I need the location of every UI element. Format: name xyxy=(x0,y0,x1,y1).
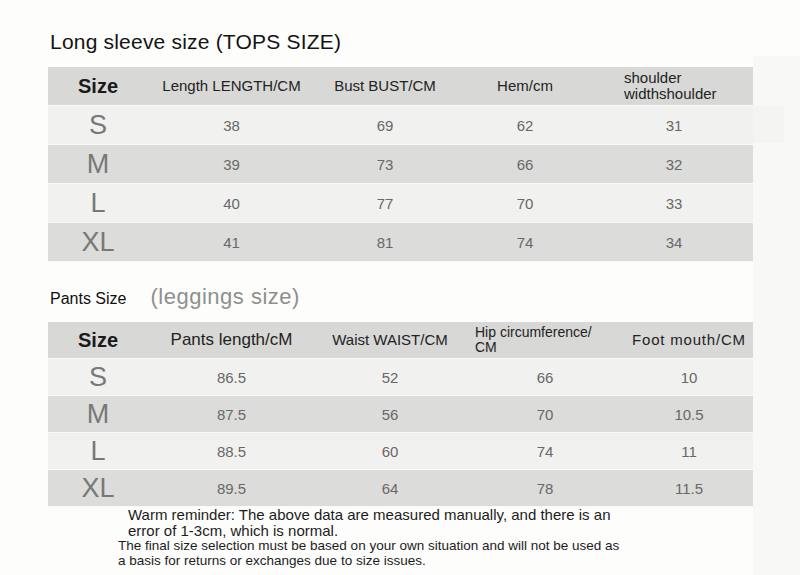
value-cell: 70 xyxy=(465,396,625,432)
value-cell: 74 xyxy=(455,223,595,261)
value-cell: 73 xyxy=(315,145,455,183)
value-cell: 40 xyxy=(148,184,315,222)
value-cell: 10.5 xyxy=(625,396,753,432)
value-cell: 66 xyxy=(455,145,595,183)
value-cell: 38 xyxy=(148,106,315,144)
table-row: XL 89.5 64 78 11.5 xyxy=(48,470,753,507)
value-cell: 89.5 xyxy=(148,470,315,506)
value-cell: 64 xyxy=(315,470,465,506)
value-cell: 52 xyxy=(315,359,465,395)
value-cell: 74 xyxy=(465,433,625,469)
size-cell: M xyxy=(48,145,148,183)
value-cell: 34 xyxy=(595,223,753,261)
value-cell: 33 xyxy=(595,184,753,222)
pants-table-subtitle: (leggings size) xyxy=(150,284,299,310)
footer-notes: Warm reminder: The above data are measur… xyxy=(0,507,800,568)
value-cell: 56 xyxy=(315,396,465,432)
value-cell: 88.5 xyxy=(148,433,315,469)
header-cell-pants-length: Pants length/cM xyxy=(148,322,315,358)
pants-size-table: Size Pants length/cM Waist WAIST/CM Hip … xyxy=(48,322,753,507)
header-cell-waist: Waist WAIST/CM xyxy=(315,322,465,358)
tops-table-header-row: Size Length LENGTH/CM Bust BUST/CM Hem/c… xyxy=(48,67,753,106)
header-cell-size: Size xyxy=(48,322,148,358)
table-row: M 87.5 56 70 10.5 xyxy=(48,396,753,433)
value-cell: 31 xyxy=(595,106,753,144)
header-cell-foot-mouth: Foot mouth/CM xyxy=(625,322,753,358)
value-cell: 69 xyxy=(315,106,455,144)
warm-reminder-line: error of 1-3cm, which is normal. xyxy=(128,523,800,539)
pants-table-title: Pants Size xyxy=(50,290,126,308)
value-cell: 41 xyxy=(148,223,315,261)
size-cell: M xyxy=(48,396,148,432)
value-cell: 10 xyxy=(625,359,753,395)
value-cell: 11.5 xyxy=(625,470,753,506)
pants-table-header-row: Size Pants length/cM Waist WAIST/CM Hip … xyxy=(48,322,753,359)
value-cell: 77 xyxy=(315,184,455,222)
table-row: S 38 69 62 31 xyxy=(48,106,753,145)
pants-table-titlebar: Pants Size (leggings size) xyxy=(50,284,300,310)
header-cell-size: Size xyxy=(48,67,148,105)
size-cell: S xyxy=(48,359,148,395)
disclaimer-line: a basis for returns or exchanges due to … xyxy=(118,554,800,569)
table-row: M 39 73 66 32 xyxy=(48,145,753,184)
value-cell: 39 xyxy=(148,145,315,183)
background-artifact xyxy=(753,106,784,143)
value-cell: 87.5 xyxy=(148,396,315,432)
header-cell-hip: Hip circumference/ CM xyxy=(465,322,625,358)
header-cell-shoulder: shoulder widthshoulder xyxy=(595,67,753,105)
value-cell: 86.5 xyxy=(148,359,315,395)
size-cell: L xyxy=(48,433,148,469)
header-cell-bust: Bust BUST/CM xyxy=(315,67,455,105)
header-cell-hem: Hem/cm xyxy=(455,67,595,105)
value-cell: 62 xyxy=(455,106,595,144)
table-row: S 86.5 52 66 10 xyxy=(48,359,753,396)
warm-reminder-line: Warm reminder: The above data are measur… xyxy=(128,507,800,523)
value-cell: 78 xyxy=(465,470,625,506)
disclaimer-line: The final size selection must be based o… xyxy=(118,539,800,554)
value-cell: 66 xyxy=(465,359,625,395)
value-cell: 81 xyxy=(315,223,455,261)
header-cell-length: Length LENGTH/CM xyxy=(148,67,315,105)
table-row: L 88.5 60 74 11 xyxy=(48,433,753,470)
value-cell: 11 xyxy=(625,433,753,469)
value-cell: 70 xyxy=(455,184,595,222)
size-cell: S xyxy=(48,106,148,144)
value-cell: 32 xyxy=(595,145,753,183)
tops-table-title: Long sleeve size (TOPS SIZE) xyxy=(50,30,341,54)
size-cell: XL xyxy=(48,223,148,261)
size-cell: XL xyxy=(48,470,148,506)
table-row: XL 41 81 74 34 xyxy=(48,223,753,262)
table-row: L 40 77 70 33 xyxy=(48,184,753,223)
value-cell: 60 xyxy=(315,433,465,469)
size-cell: L xyxy=(48,184,148,222)
tops-size-table: Size Length LENGTH/CM Bust BUST/CM Hem/c… xyxy=(48,67,753,262)
